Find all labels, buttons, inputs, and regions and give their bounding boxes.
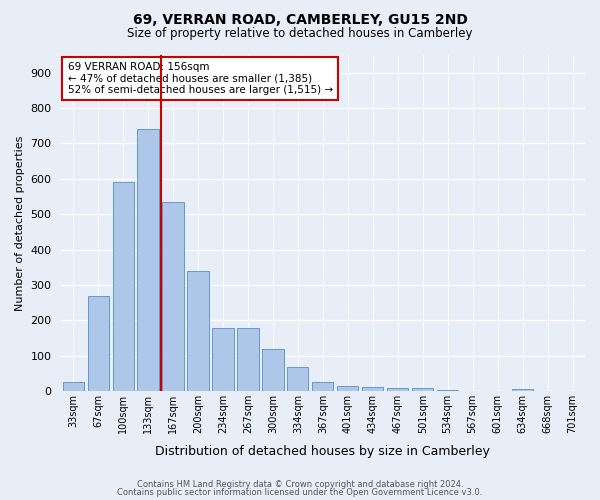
Bar <box>437 390 458 391</box>
Bar <box>62 382 84 391</box>
Bar <box>312 382 334 391</box>
Bar <box>387 388 409 391</box>
Bar <box>362 387 383 391</box>
Text: 69, VERRAN ROAD, CAMBERLEY, GU15 2ND: 69, VERRAN ROAD, CAMBERLEY, GU15 2ND <box>133 12 467 26</box>
Bar <box>88 296 109 391</box>
Text: Size of property relative to detached houses in Camberley: Size of property relative to detached ho… <box>127 28 473 40</box>
Bar <box>287 367 308 391</box>
Bar <box>262 350 284 391</box>
Bar <box>412 388 433 391</box>
X-axis label: Distribution of detached houses by size in Camberley: Distribution of detached houses by size … <box>155 444 490 458</box>
Bar <box>137 130 159 391</box>
Bar <box>512 389 533 391</box>
Bar <box>113 182 134 391</box>
Bar <box>337 386 358 391</box>
Bar <box>238 328 259 391</box>
Text: 69 VERRAN ROAD: 156sqm
← 47% of detached houses are smaller (1,385)
52% of semi-: 69 VERRAN ROAD: 156sqm ← 47% of detached… <box>68 62 333 95</box>
Bar <box>187 271 209 391</box>
Text: Contains public sector information licensed under the Open Government Licence v3: Contains public sector information licen… <box>118 488 482 497</box>
Text: Contains HM Land Registry data © Crown copyright and database right 2024.: Contains HM Land Registry data © Crown c… <box>137 480 463 489</box>
Bar <box>163 202 184 391</box>
Bar <box>212 328 233 391</box>
Y-axis label: Number of detached properties: Number of detached properties <box>15 136 25 311</box>
